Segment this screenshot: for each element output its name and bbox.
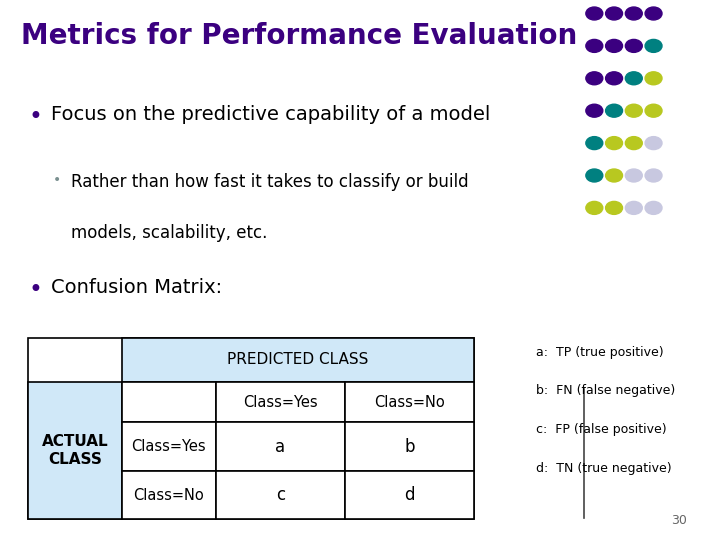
Text: a:  TP (true positive): a: TP (true positive) [536, 346, 663, 359]
Circle shape [626, 7, 642, 20]
Text: a: a [275, 437, 285, 456]
Text: Focus on the predictive capability of a model: Focus on the predictive capability of a … [51, 105, 490, 124]
Circle shape [626, 169, 642, 182]
Text: ACTUAL
CLASS: ACTUAL CLASS [42, 434, 109, 467]
Text: PREDICTED CLASS: PREDICTED CLASS [228, 352, 369, 367]
Circle shape [606, 201, 623, 214]
Text: 30: 30 [672, 514, 688, 526]
Circle shape [626, 72, 642, 85]
Circle shape [586, 7, 603, 20]
Circle shape [606, 72, 623, 85]
Text: c:  FP (false positive): c: FP (false positive) [536, 423, 667, 436]
Circle shape [626, 39, 642, 52]
Circle shape [645, 39, 662, 52]
Bar [216, 422, 345, 471]
Text: Confusion Matrix:: Confusion Matrix: [51, 278, 222, 297]
Circle shape [626, 137, 642, 150]
Text: models, scalability, etc.: models, scalability, etc. [71, 224, 267, 242]
Circle shape [586, 104, 603, 117]
Bar [345, 422, 474, 471]
Text: •: • [53, 173, 61, 187]
Bar [216, 471, 345, 519]
Text: b: b [404, 437, 415, 456]
Text: Class=No: Class=No [374, 395, 445, 409]
Text: d:  TN (true negative): d: TN (true negative) [536, 462, 672, 475]
Circle shape [645, 137, 662, 150]
Text: Metrics for Performance Evaluation: Metrics for Performance Evaluation [21, 22, 577, 50]
Circle shape [645, 104, 662, 117]
Circle shape [606, 169, 623, 182]
Circle shape [586, 72, 603, 85]
Circle shape [645, 169, 662, 182]
Text: Class=Yes: Class=Yes [243, 395, 318, 409]
Circle shape [586, 201, 603, 214]
Bar [122, 338, 474, 382]
Circle shape [586, 39, 603, 52]
Text: Class=Yes: Class=Yes [132, 439, 206, 454]
Circle shape [645, 72, 662, 85]
Text: Class=No: Class=No [133, 488, 204, 503]
Text: Rather than how fast it takes to classify or build: Rather than how fast it takes to classif… [71, 173, 468, 191]
Text: •: • [28, 105, 42, 129]
Bar [28, 382, 122, 519]
Bar [216, 382, 345, 422]
Circle shape [645, 7, 662, 20]
Bar [122, 422, 216, 471]
Text: •: • [28, 278, 42, 302]
Bar [345, 382, 474, 422]
Text: c: c [276, 486, 285, 504]
Circle shape [606, 7, 623, 20]
Bar [28, 338, 474, 519]
Circle shape [626, 104, 642, 117]
Circle shape [645, 201, 662, 214]
Text: d: d [404, 486, 415, 504]
Bar [122, 471, 216, 519]
Circle shape [606, 104, 623, 117]
Circle shape [626, 201, 642, 214]
Circle shape [586, 169, 603, 182]
Bar [345, 471, 474, 519]
Circle shape [586, 137, 603, 150]
Circle shape [606, 39, 623, 52]
Text: b:  FN (false negative): b: FN (false negative) [536, 384, 675, 397]
Circle shape [606, 137, 623, 150]
Bar [122, 382, 216, 422]
